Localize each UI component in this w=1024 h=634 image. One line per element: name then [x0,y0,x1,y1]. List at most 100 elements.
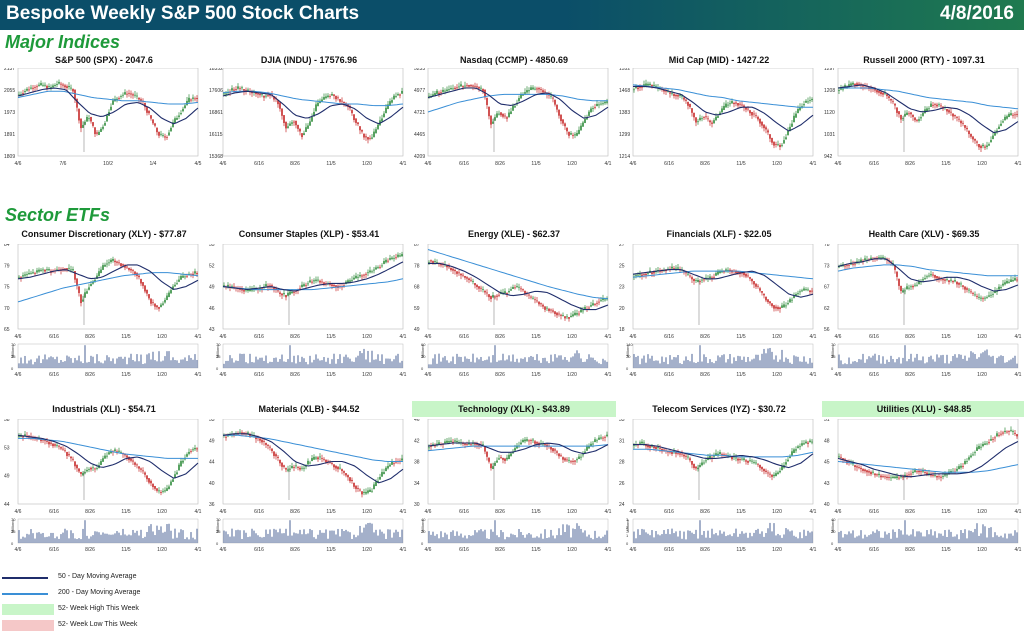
volume-bar [1012,357,1014,368]
volume-bar [544,357,546,368]
volume-bar [94,531,96,543]
volume-bar [994,363,996,368]
volume-bar [66,530,68,543]
volume-bar [496,361,498,368]
candle-body [289,123,291,126]
candle-body [1008,281,1010,283]
volume-bar [781,349,783,368]
candle-body [679,453,681,455]
volume-bar [524,357,526,368]
x-tick-label: 8/26 [495,509,505,515]
volume-bar [194,354,196,368]
candle-body [399,94,401,96]
candle-body [1016,279,1018,281]
candle-body [490,115,492,125]
volume-bar [882,537,884,543]
candle-body [707,118,709,120]
volume-bar [249,536,251,543]
candle-body [458,272,460,274]
volume-bar [48,536,50,543]
chart-title: Energy (XLE) - $62.37 [467,229,561,239]
volume-bar [522,534,524,543]
candle-body [791,123,793,127]
candle-body [978,445,980,449]
y-tick-label: 84 [4,244,10,248]
volume-bar [699,520,701,543]
candle-body [452,88,454,90]
candle-body [291,122,293,124]
candle-body [1014,114,1016,116]
candle-body [444,90,446,92]
volume-bar [112,534,114,543]
volume-bar [399,537,401,543]
volume-x-tick-label: 6/16 [459,372,469,378]
candle-body [528,440,530,442]
volume-bar [393,359,395,368]
candle-body [805,100,807,103]
y-tick-label: 44 [4,502,10,508]
candle-body [166,137,168,138]
volume-bar [257,535,259,543]
volume-bar [363,348,365,368]
candle-body [725,269,727,271]
candle-body [265,442,267,445]
x-tick-label: 1/20 [772,334,782,340]
volume-x-tick-label: 8/26 [290,372,300,378]
candle-body [66,268,68,271]
candle-body [401,254,403,257]
candle-body [524,92,526,94]
x-tick-label: 11/5 [121,509,131,515]
chart-title: Mid Cap (MID) - 1427.22 [668,55,770,65]
candle-body [739,103,741,105]
volume-unit-label: Millions [420,345,425,358]
candle-body [699,117,701,121]
candle-body [860,467,862,470]
candle-body [703,279,705,281]
candle-body [321,281,323,283]
volume-bar [331,530,333,543]
candle-body [904,113,906,117]
volume-bar [711,362,713,368]
ma50-line [222,90,404,125]
candle-body [647,273,649,274]
volume-bar [148,526,150,543]
volume-bar [166,524,168,543]
volume-bar [699,345,701,368]
x-tick-label: 6/16 [49,334,59,340]
candle-body [1010,429,1012,431]
volume-bar [1010,359,1012,368]
y-tick-label: 28 [619,460,625,466]
candle-body [910,112,912,115]
candle-body [840,456,842,458]
volume-bar [498,537,500,543]
ma200-line [838,87,1019,110]
candle-body [639,274,641,276]
candle-body [526,90,528,93]
volume-bar [359,351,361,368]
candle-body [38,269,40,272]
volume-bar [675,531,677,543]
x-tick-label: 6/16 [869,161,879,167]
volume-bar [888,361,890,368]
candle-body [365,491,367,494]
volume-bar [588,534,590,543]
volume-bar [645,532,647,543]
volume-bar [572,356,574,368]
candle-body [635,86,637,88]
candle-body [972,293,974,294]
candle-body [311,281,313,283]
volume-bar [669,355,671,368]
candle-body [590,443,592,447]
candle-body [369,489,371,492]
volume-bar [735,360,737,368]
candle-body [114,449,116,451]
candle-body [860,259,862,262]
volume-bar [62,532,64,543]
volume-bar [982,352,984,368]
ma200-swatch [2,593,48,595]
candle-body [926,108,928,112]
volume-bar [349,532,351,543]
candle-body [32,87,34,89]
candle-body [470,85,472,87]
candle-body [733,456,735,458]
